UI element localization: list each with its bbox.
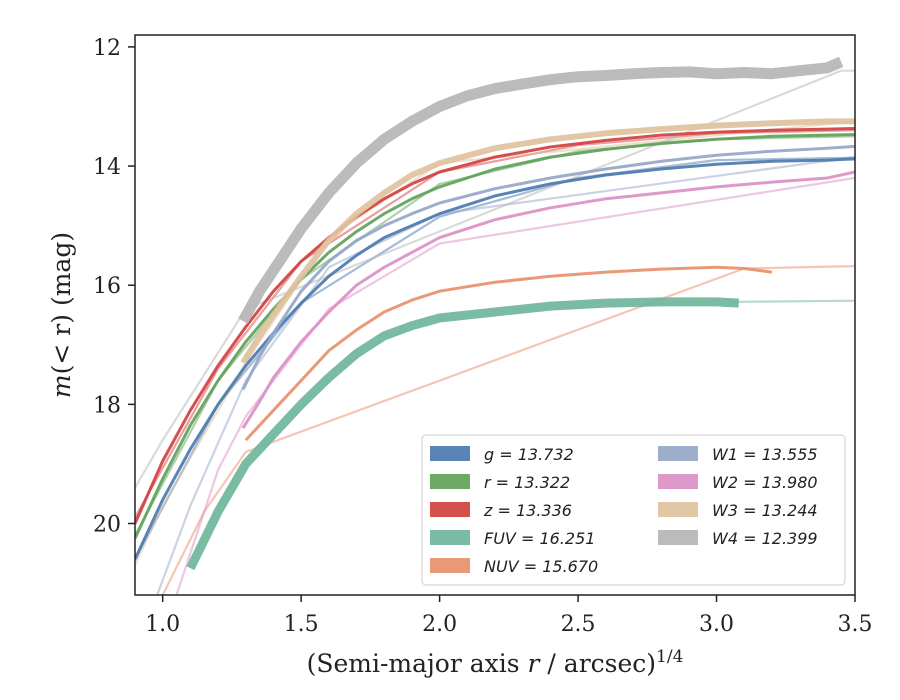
series-fuv-extrapolation bbox=[729, 299, 855, 303]
series-lines bbox=[135, 56, 855, 571]
x-axis: 1.0 1.5 2.0 2.5 3.0 3.5 bbox=[145, 595, 873, 637]
x-tick-label: 3.5 bbox=[838, 612, 873, 637]
legend-swatch-w3 bbox=[658, 502, 698, 517]
legend-swatch-nuv bbox=[430, 558, 470, 573]
y-axis: 12 14 16 18 20 bbox=[93, 36, 135, 538]
legend-swatch-r bbox=[430, 474, 470, 489]
legend-label-w1: W1 = 13.555 bbox=[712, 445, 818, 464]
x-tick-label: 3.0 bbox=[699, 612, 734, 637]
legend-label-w3: W3 = 13.244 bbox=[712, 501, 818, 520]
series-nuv-extrapolation bbox=[161, 265, 855, 595]
legend-box bbox=[421, 434, 846, 586]
legend-label-g: g = 13.732 bbox=[484, 445, 574, 464]
legend-swatch-fuv bbox=[430, 530, 470, 545]
x-tick-label: 2.0 bbox=[422, 612, 457, 637]
x-axis-title: (Semi-major axis r / arcsec)1/4 bbox=[307, 647, 684, 678]
legend-label-nuv: NUV = 15.670 bbox=[484, 557, 598, 576]
series-w4-line bbox=[238, 56, 844, 324]
legend-label-w2: W2 = 13.980 bbox=[712, 473, 818, 492]
y-tick-label: 16 bbox=[93, 274, 121, 299]
plot-frame bbox=[134, 34, 856, 596]
x-tick-label: 2.5 bbox=[561, 612, 596, 637]
y-tick-label: 18 bbox=[93, 393, 121, 418]
series-z-line bbox=[135, 127, 855, 525]
series-w2-extrapolation bbox=[175, 176, 855, 595]
legend-label-w4: W4 = 12.399 bbox=[712, 529, 818, 548]
legend-swatch-w2 bbox=[658, 474, 698, 489]
y-axis-title: m(< r) (mag) bbox=[47, 232, 76, 398]
series-w2-line bbox=[241, 170, 855, 429]
series-w1-line bbox=[241, 144, 855, 391]
legend-label-r: r = 13.322 bbox=[484, 473, 570, 492]
series-w3-line bbox=[240, 118, 855, 365]
legend-swatch-w1 bbox=[658, 446, 698, 461]
y-tick-label: 12 bbox=[93, 36, 121, 61]
legend-label-fuv: FUV = 16.251 bbox=[484, 529, 595, 548]
legend: g = 13.732 r = 13.322 z = 13.336 FUV = 16.2… bbox=[421, 434, 846, 586]
series-nuv-line bbox=[244, 265, 773, 442]
legend-swatch-g bbox=[430, 446, 470, 461]
y-tick-label: 20 bbox=[93, 513, 121, 538]
x-tick-label: 1.0 bbox=[145, 612, 180, 637]
series-r-line bbox=[135, 133, 855, 540]
legend-swatch-w4 bbox=[658, 530, 698, 545]
x-tick-label: 1.5 bbox=[284, 612, 319, 637]
legend-swatch-z bbox=[430, 502, 470, 517]
series-g-line bbox=[135, 157, 855, 560]
series-fuv-line bbox=[186, 297, 739, 571]
y-tick-label: 14 bbox=[93, 155, 121, 180]
legend-label-z: z = 13.336 bbox=[483, 501, 572, 520]
